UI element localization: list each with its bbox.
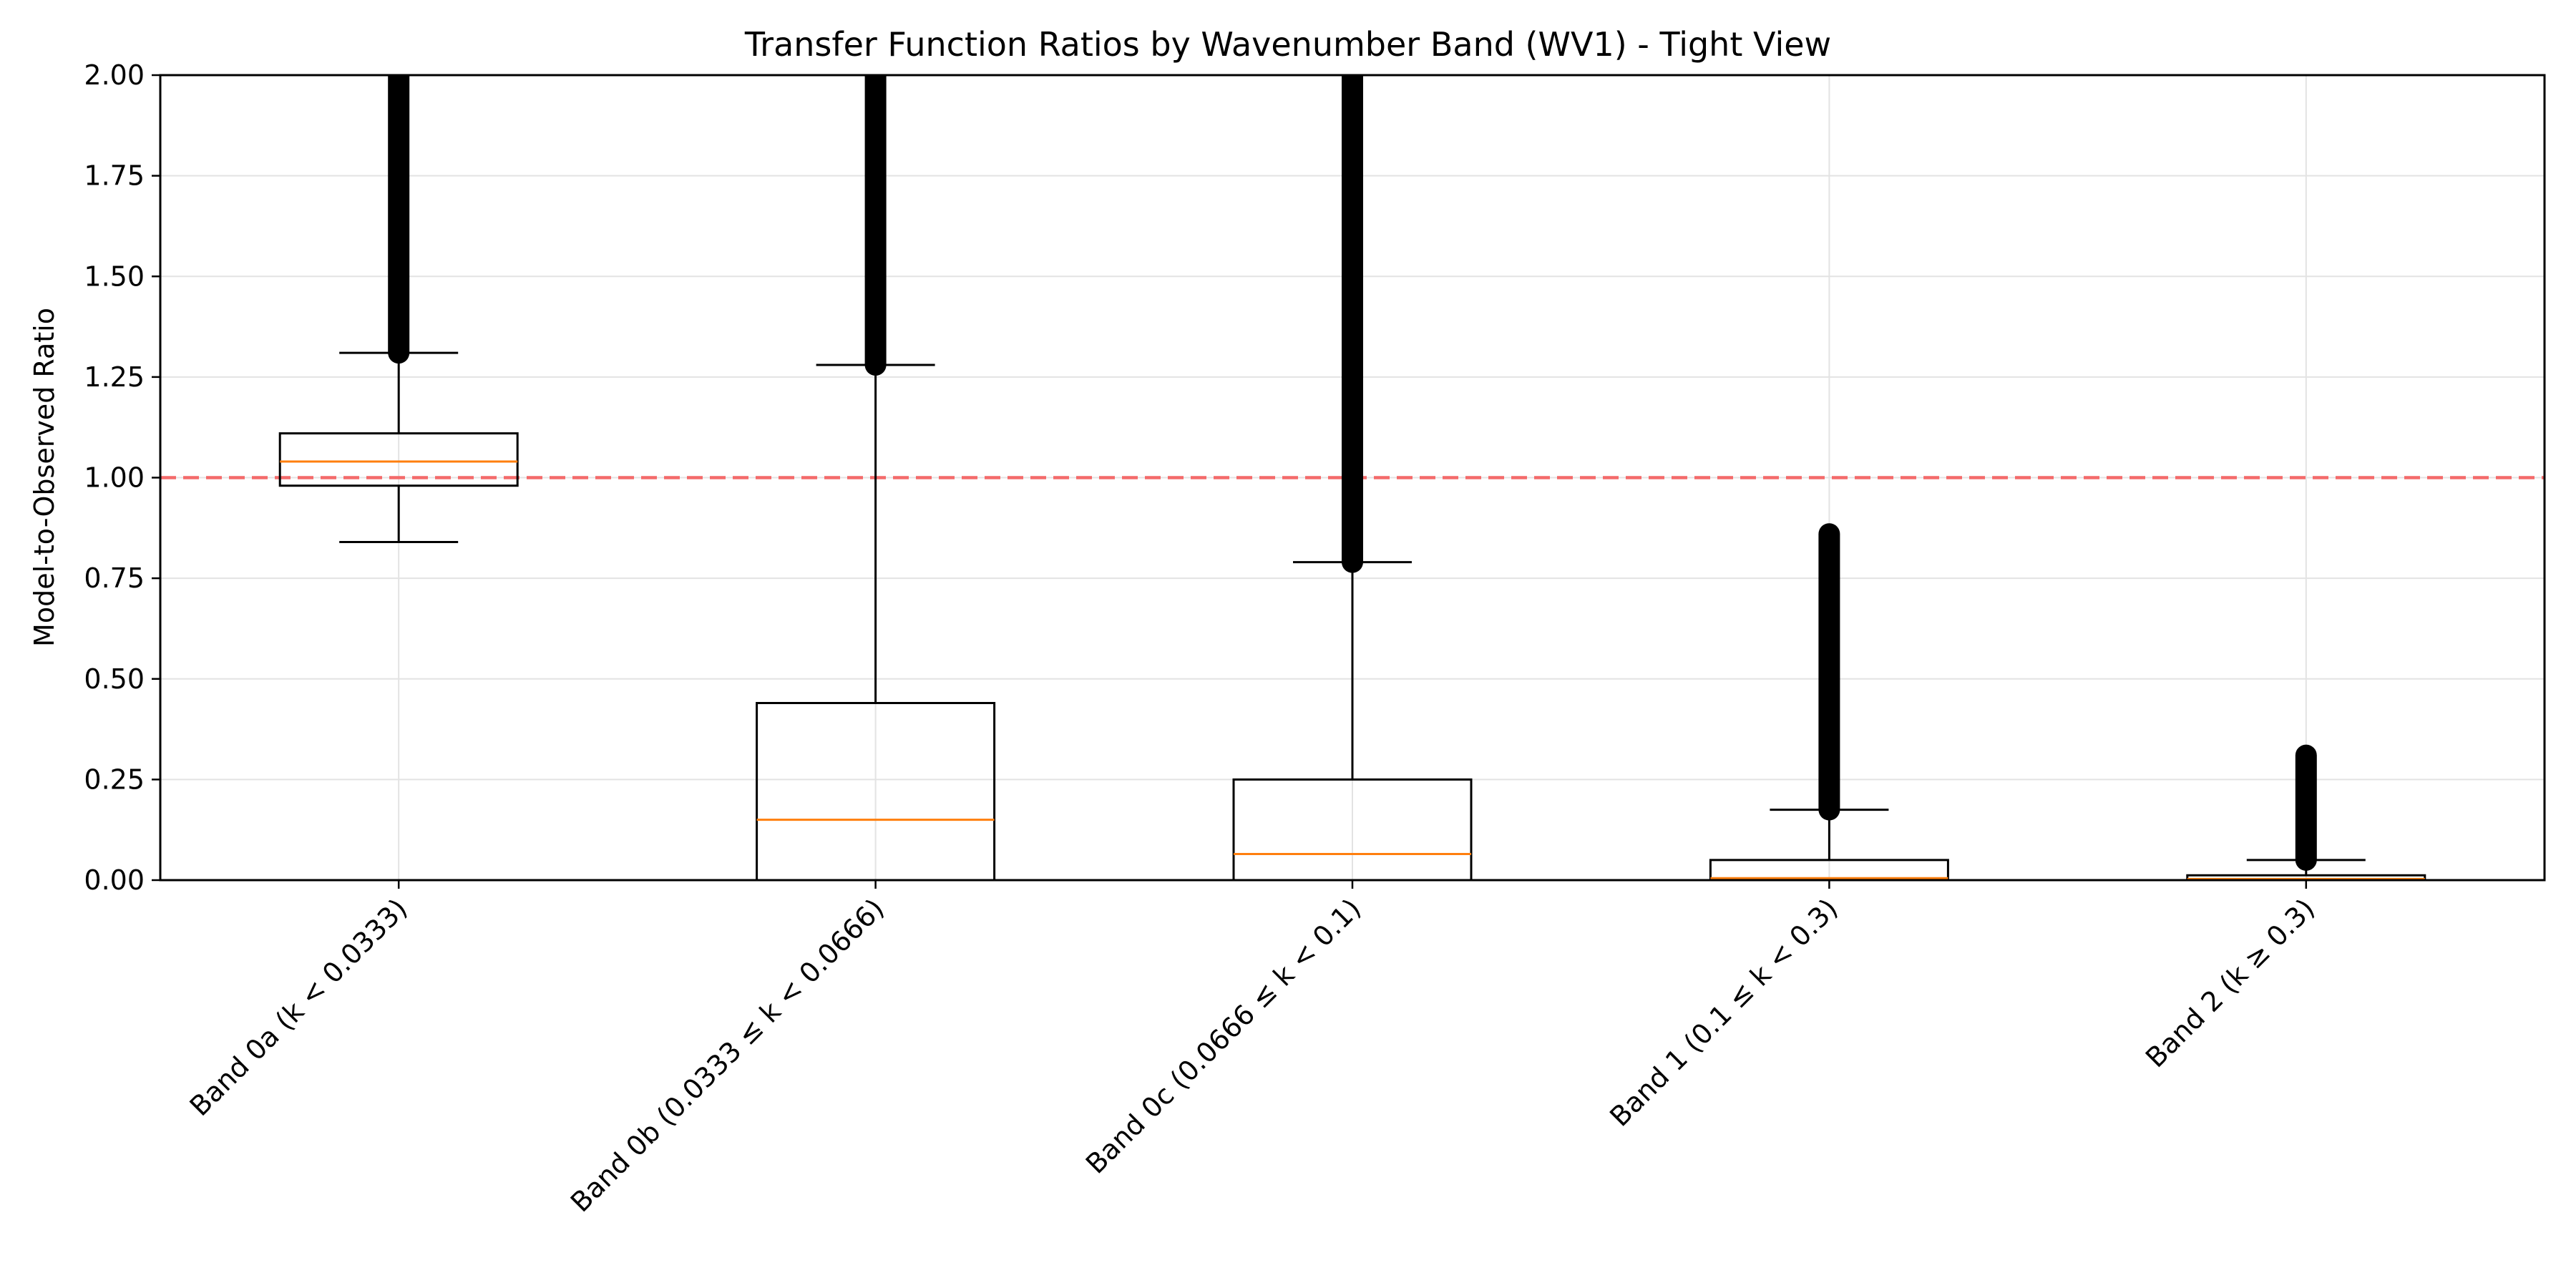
- axes-group: 0.00 0.25 0.50 0.75 1.00 1.25 1.50 1.75 2.00 Band…: [84, 59, 2546, 1218]
- x-tick-label: Band 0c (0.0666 ≤ k < 0.1): [1080, 892, 1367, 1180]
- y-tick-label: 1.75: [84, 160, 145, 192]
- y-tick-label: 0.75: [84, 562, 145, 594]
- y-tick-label: 2.00: [84, 59, 145, 91]
- x-tick-label: Band 0a (k < 0.0333): [184, 892, 414, 1122]
- y-axis-label: Model-to-Observed Ratio: [29, 308, 60, 647]
- y-tick-label: 0.00: [84, 864, 145, 896]
- x-tick-label: Band 2 (k ≥ 0.3): [2140, 892, 2321, 1073]
- x-tick-label: Band 0b (0.0333 ≤ k < 0.0666): [565, 892, 890, 1218]
- box-iqr: [278, 432, 519, 487]
- y-tick-label: 1.00: [84, 462, 145, 494]
- chart-title: Transfer Function Ratios by Wavenumber B…: [744, 25, 1831, 64]
- x-tick-label: Band 1 (0.1 ≤ k < 0.3): [1604, 892, 1843, 1132]
- box-3: [1709, 523, 1949, 881]
- y-tick-label: 1.25: [84, 361, 145, 393]
- y-tick-label: 1.50: [84, 260, 145, 292]
- box-0: [278, 74, 519, 543]
- y-tick-label: 0.50: [84, 663, 145, 695]
- y-tick-label: 0.25: [84, 763, 145, 795]
- box-4: [2186, 744, 2426, 881]
